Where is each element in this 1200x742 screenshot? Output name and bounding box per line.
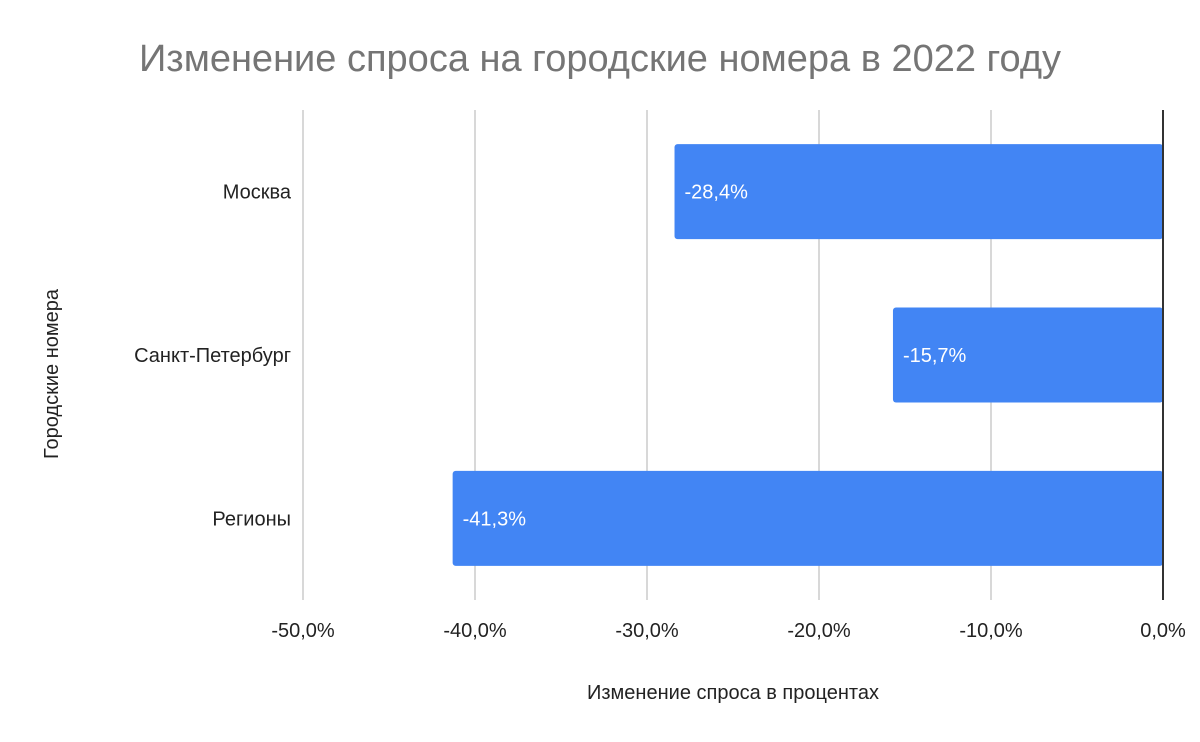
x-tick-label: -50,0% <box>271 620 335 642</box>
category-labels: Москва Санкт-Петербург Регионы <box>134 182 292 531</box>
chart-title: Изменение спроса на городские номера в 2… <box>138 38 1062 80</box>
category-label: Санкт-Петербург <box>134 345 291 367</box>
bar <box>452 470 1163 566</box>
y-axis-title: Городские номера <box>41 288 63 459</box>
data-label: -15,7% <box>903 345 967 367</box>
bar <box>892 307 1163 403</box>
category-label: Регионы <box>212 508 291 530</box>
x-tick-label: -10,0% <box>959 620 1023 642</box>
x-tick-label: 0,0% <box>1140 620 1186 642</box>
x-tick-label: -40,0% <box>443 620 507 642</box>
x-tick-labels: -50,0% -40,0% -30,0% -20,0% -10,0% 0,0% <box>271 620 1186 642</box>
x-tick-label: -20,0% <box>787 620 851 642</box>
bar <box>674 144 1163 240</box>
bars <box>452 144 1163 566</box>
data-label: -41,3% <box>463 508 527 530</box>
data-label: -28,4% <box>685 182 749 204</box>
x-axis-title: Изменение спроса в процентах <box>587 682 879 704</box>
category-label: Москва <box>223 182 292 204</box>
data-labels: -28,4% -15,7% -41,3% <box>463 182 967 531</box>
x-tick-label: -30,0% <box>615 620 679 642</box>
